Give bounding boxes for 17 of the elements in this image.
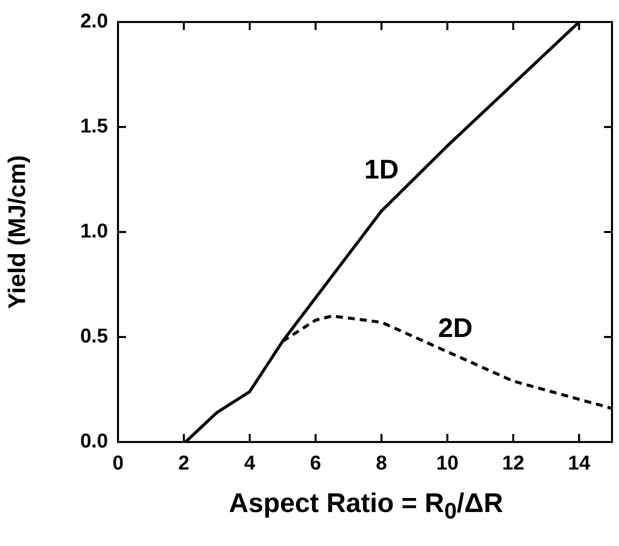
x-tick-label: 0 — [112, 452, 124, 475]
series-label: 1D — [364, 154, 399, 184]
y-tick-label: 0.5 — [80, 326, 108, 348]
x-tick-label: 4 — [244, 452, 256, 475]
series-label: 2D — [438, 313, 473, 344]
y-tick-label: 1.0 — [80, 220, 108, 243]
x-tick-label: 14 — [568, 452, 592, 475]
y-tick-label: 2.0 — [80, 10, 108, 33]
x-tick-label: 12 — [502, 452, 524, 475]
y-tick-label: 0.0 — [80, 430, 108, 453]
y-tick-label: 1.5 — [80, 116, 108, 138]
x-tick-label: 6 — [310, 452, 322, 475]
x-tick-label: 2 — [178, 452, 190, 475]
y-axis-title: Yield (MJ/cm) — [4, 155, 32, 309]
x-tick-label: 8 — [376, 452, 388, 475]
x-tick-label: 10 — [436, 452, 458, 475]
x-axis-title: Aspect Ratio = R$_{0}$/ΔR — [228, 488, 504, 524]
